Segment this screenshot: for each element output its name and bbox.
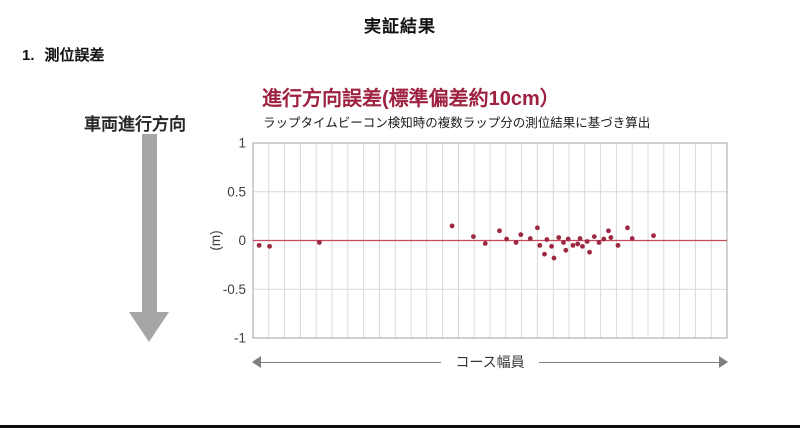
x-axis-annotation: コース幅員 xyxy=(251,352,729,372)
chart-subtitle: ラップタイムビーコン検知時の複数ラップ分の測位結果に基づき算出 xyxy=(263,116,651,130)
svg-text:1: 1 xyxy=(238,136,246,151)
svg-text:-1: -1 xyxy=(234,331,246,346)
svg-text:-0.5: -0.5 xyxy=(223,282,246,297)
x-axis-label: コース幅員 xyxy=(455,354,525,370)
left-arrow-icon xyxy=(251,355,442,368)
chart-title: 進行方向誤差(標準偏差約10cm） xyxy=(262,88,560,110)
list-item-1: 1. 測位誤差 xyxy=(22,44,105,65)
page-title: 実証結果 xyxy=(364,17,436,36)
scatter-chart-svg: 1 0.5 0 -0.5 -1 (m) xyxy=(208,136,728,346)
svg-text:(m): (m) xyxy=(208,230,223,250)
svg-text:0.5: 0.5 xyxy=(227,184,246,199)
list-label: 測位誤差 xyxy=(44,47,105,64)
right-arrow-icon xyxy=(538,355,729,368)
list-number: 1. xyxy=(22,47,35,64)
down-arrow-body xyxy=(141,134,157,312)
down-arrow-icon xyxy=(129,134,169,342)
vehicle-direction-label: 車両進行方向 xyxy=(84,115,186,134)
svg-text:0: 0 xyxy=(238,233,246,248)
scatter-chart: 1 0.5 0 -0.5 -1 (m) xyxy=(208,136,730,348)
down-arrow-head xyxy=(129,312,169,342)
